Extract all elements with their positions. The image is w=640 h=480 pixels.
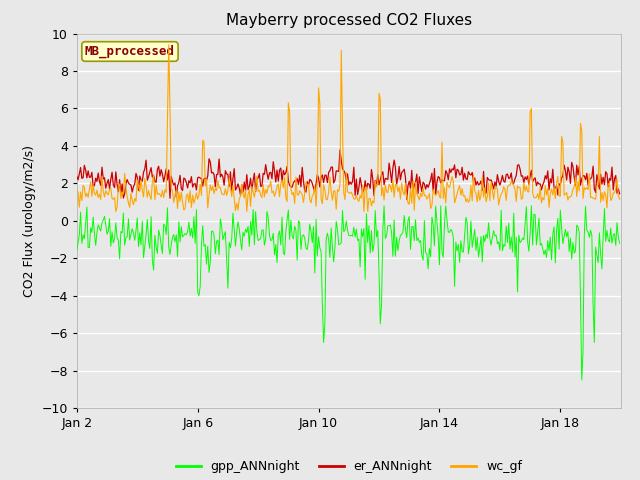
Text: MB_processed: MB_processed [85, 45, 175, 58]
Title: Mayberry processed CO2 Fluxes: Mayberry processed CO2 Fluxes [226, 13, 472, 28]
Y-axis label: CO2 Flux (urology/m2/s): CO2 Flux (urology/m2/s) [23, 145, 36, 297]
Legend: gpp_ANNnight, er_ANNnight, wc_gf: gpp_ANNnight, er_ANNnight, wc_gf [171, 456, 527, 479]
